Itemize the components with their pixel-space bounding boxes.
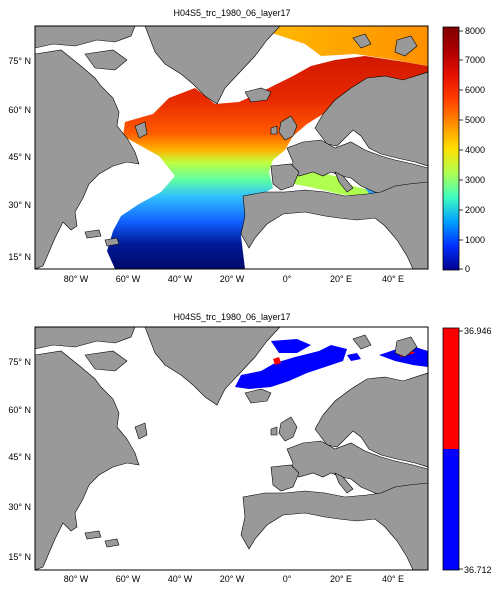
map-area: [35, 327, 428, 570]
colorbar-tick: 0: [465, 264, 470, 274]
tracer-field: [235, 339, 428, 389]
map-panel-bottom: H04S5_trc_1980_06_layer17 75° N 60° N 45…: [8, 312, 491, 584]
lon-labels: 80° W 60° W 40° W 20° W 0° 20° E 40° E: [64, 274, 404, 284]
lon-label: 40° W: [168, 274, 193, 284]
lon-label: 20° E: [330, 574, 352, 584]
lon-label: 20° E: [330, 274, 352, 284]
lon-label: 40° E: [382, 274, 404, 284]
colorbar-bottom: 36.946 36.712: [442, 326, 492, 575]
colorbar-high-segment: [443, 328, 459, 449]
lon-label: 80° W: [64, 274, 89, 284]
colorbar-tick: 6000: [465, 85, 485, 95]
colorbar-tick: 2000: [465, 205, 485, 215]
colorbar-top: 8000 7000 6000 5000 4000 3000 2000 1000 …: [442, 26, 485, 274]
colorbar-tick: 4000: [465, 145, 485, 155]
lat-label: 15° N: [8, 552, 31, 562]
lon-label: 60° W: [116, 574, 141, 584]
lat-label: 75° N: [8, 357, 31, 367]
lon-label: 20° W: [220, 274, 245, 284]
lat-label: 15° N: [8, 252, 31, 262]
lon-label: 40° W: [168, 574, 193, 584]
lat-label: 60° N: [8, 405, 31, 415]
lon-label: 0°: [283, 274, 292, 284]
lat-labels: 75° N 60° N 45° N 30° N 15° N: [8, 56, 31, 262]
lat-label: 75° N: [8, 56, 31, 66]
colorbar-low-segment: [443, 449, 459, 570]
colorbar-tick: 36.712: [464, 565, 492, 575]
colorbar-tick: 5000: [465, 115, 485, 125]
lon-labels: 80° W 60° W 40° W 20° W 0° 20° E 40° E: [64, 574, 404, 584]
lat-label: 45° N: [8, 452, 31, 462]
map-frame: [34, 326, 429, 571]
lon-label: 80° W: [64, 574, 89, 584]
lon-label: 40° E: [382, 574, 404, 584]
lat-labels: 75° N 60° N 45° N 30° N 15° N: [8, 357, 31, 562]
colorbar-tick: 3000: [465, 175, 485, 185]
panel-title: H04S5_trc_1980_06_layer17: [173, 8, 290, 18]
map-frame: [34, 25, 429, 270]
colorbar-frame: [442, 327, 460, 571]
lon-label: 0°: [283, 574, 292, 584]
lat-label: 30° N: [8, 200, 31, 210]
panel-title: H04S5_trc_1980_06_layer17: [173, 312, 290, 322]
lon-label: 20° W: [220, 574, 245, 584]
map-panel-top: H04S5_trc_1980_06_layer17 75° N 60° N 45…: [8, 8, 485, 284]
colorbar-tick: 7000: [465, 55, 485, 65]
colorbar-gradient: [442, 26, 460, 271]
colorbar-tick: 36.946: [464, 326, 492, 336]
colorbar-tick: 8000: [465, 26, 485, 36]
lat-label: 30° N: [8, 502, 31, 512]
lat-label: 60° N: [8, 105, 31, 115]
map-area: [35, 26, 428, 269]
lat-label: 45° N: [8, 152, 31, 162]
colorbar-tick: 1000: [465, 235, 485, 245]
lon-label: 60° W: [116, 274, 141, 284]
